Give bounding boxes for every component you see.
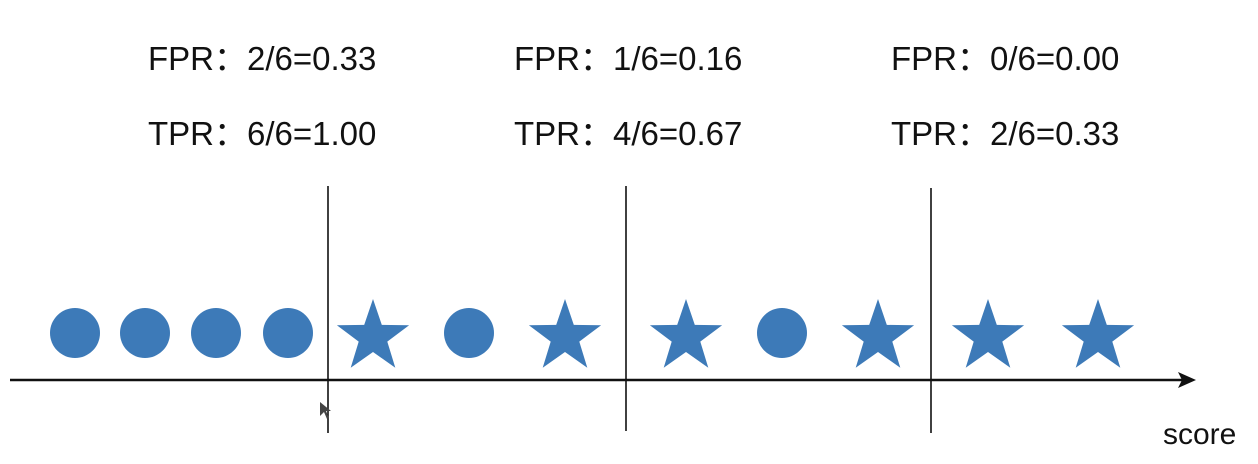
negative-sample-circle-icon: [191, 308, 241, 358]
mouse-cursor-icon: [320, 402, 331, 419]
negative-sample-circle-icon: [120, 308, 170, 358]
negative-sample-circle-icon: [263, 308, 313, 358]
positive-sample-star-icon: [841, 299, 915, 368]
negative-sample-circle-icon: [444, 308, 494, 358]
sample-markers: [50, 299, 1135, 368]
negative-sample-circle-icon: [50, 308, 100, 358]
fpr-label-3: FPR：0/6=0.00: [891, 40, 1119, 77]
fpr-label-2: FPR：1/6=0.16: [514, 40, 742, 77]
threshold-labels-3: FPR：0/6=0.00 TPR：2/6=0.33: [891, 40, 1119, 152]
positive-sample-star-icon: [1061, 299, 1135, 368]
axis-label-score: score: [1163, 418, 1236, 451]
threshold-labels-2: FPR：1/6=0.16 TPR：4/6=0.67: [514, 40, 742, 152]
fpr-label-1: FPR：2/6=0.33: [148, 40, 376, 77]
threshold-labels-1: FPR：2/6=0.33 TPR：6/6=1.00: [148, 40, 376, 152]
tpr-label-3: TPR：2/6=0.33: [891, 115, 1119, 152]
positive-sample-star-icon: [951, 299, 1025, 368]
tpr-label-2: TPR：4/6=0.67: [514, 115, 742, 152]
positive-sample-star-icon: [528, 299, 602, 368]
positive-sample-star-icon: [336, 299, 410, 368]
positive-sample-star-icon: [649, 299, 723, 368]
axis-arrowhead: [1178, 372, 1196, 388]
tpr-label-1: TPR：6/6=1.00: [148, 115, 376, 152]
negative-sample-circle-icon: [757, 308, 807, 358]
